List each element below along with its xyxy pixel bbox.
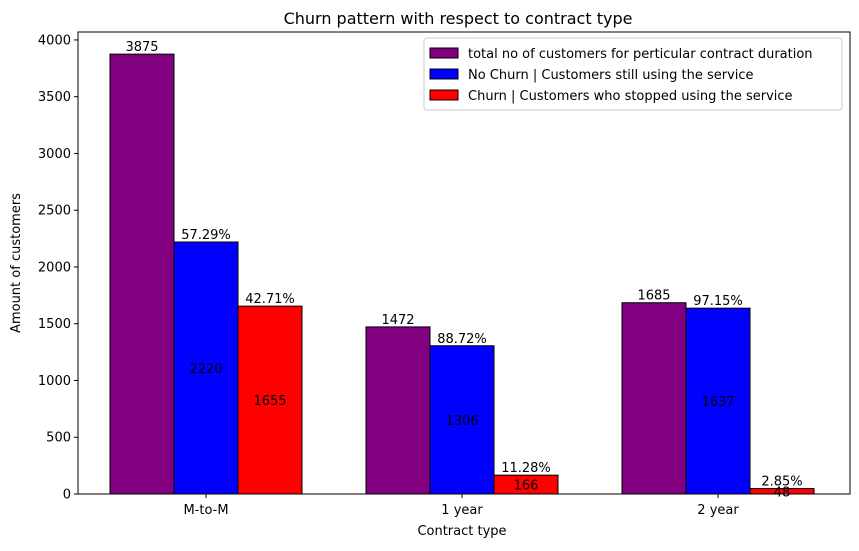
x-tick-label: 1 year bbox=[441, 503, 483, 518]
data-labels-layer: 3875 1472 1685 57.29% 2220 88.72% 1306 97.15% 16… bbox=[125, 40, 802, 500]
bar-top-label: 11.28% bbox=[501, 461, 551, 476]
bar-value-label: 1306 bbox=[445, 414, 478, 429]
legend-entry-label: No Churn | Customers still using the ser… bbox=[468, 68, 754, 83]
x-axis-label: Contract type bbox=[417, 524, 506, 539]
legend-entry-label: Churn | Customers who stopped using the … bbox=[468, 89, 793, 104]
bar-top-label: 1685 bbox=[637, 289, 670, 304]
bar-2-2-year bbox=[685, 307, 751, 495]
y-axis-label: Amount of customers bbox=[9, 193, 24, 333]
legend-swatch bbox=[429, 89, 459, 101]
bar-top-label: 1472 bbox=[381, 313, 414, 328]
y-tick-label: 2000 bbox=[38, 260, 71, 275]
legend-swatch bbox=[429, 47, 459, 59]
y-tick-label: 2500 bbox=[38, 204, 71, 219]
y-axis: 0 500 1000 1500 2000 2500 3000 3500 4000 bbox=[38, 33, 78, 503]
bar-top-label: 2.85% bbox=[761, 475, 802, 490]
bar-2-1-year bbox=[429, 345, 495, 495]
y-tick-label: 3500 bbox=[38, 90, 71, 105]
y-tick-label: 1500 bbox=[38, 317, 71, 332]
x-tick-label: 2 year bbox=[697, 503, 739, 518]
bar-top-label: 3875 bbox=[125, 40, 158, 55]
bar-2-m-to-m bbox=[173, 241, 239, 495]
y-tick-label: 500 bbox=[46, 431, 71, 446]
y-tick-label: 3000 bbox=[38, 147, 71, 162]
chart-title: Churn pattern with respect to contract t… bbox=[284, 9, 633, 28]
bar-top-label: 88.72% bbox=[437, 332, 487, 347]
bar-1-1-year bbox=[365, 326, 431, 495]
bar-top-label: 57.29% bbox=[181, 228, 231, 243]
legend: total no of customers for perticular con… bbox=[423, 37, 843, 111]
x-axis: M-to-M 1 year 2 year bbox=[183, 494, 739, 518]
bars-layer bbox=[109, 53, 815, 495]
legend-swatch bbox=[429, 68, 459, 80]
bar-value-label: 1637 bbox=[701, 395, 734, 410]
x-tick-label: M-to-M bbox=[183, 503, 228, 518]
legend-entry-label: total no of customers for perticular con… bbox=[468, 47, 813, 62]
plot-frame bbox=[77, 31, 851, 495]
bar-value-label: 1655 bbox=[253, 394, 286, 409]
y-tick-label: 0 bbox=[63, 488, 71, 503]
bar-1-m-to-m bbox=[109, 53, 175, 495]
bar-value-label: 48 bbox=[774, 485, 791, 500]
bar-1-2-year bbox=[621, 302, 687, 495]
bar-top-label: 42.71% bbox=[245, 292, 295, 307]
bar-top-label: 97.15% bbox=[693, 294, 743, 309]
y-tick-label: 1000 bbox=[38, 374, 71, 389]
bar-value-label: 2220 bbox=[189, 362, 222, 377]
bar-value-label: 166 bbox=[514, 479, 539, 494]
y-tick-label: 4000 bbox=[38, 33, 71, 48]
legend-frame bbox=[423, 37, 843, 111]
